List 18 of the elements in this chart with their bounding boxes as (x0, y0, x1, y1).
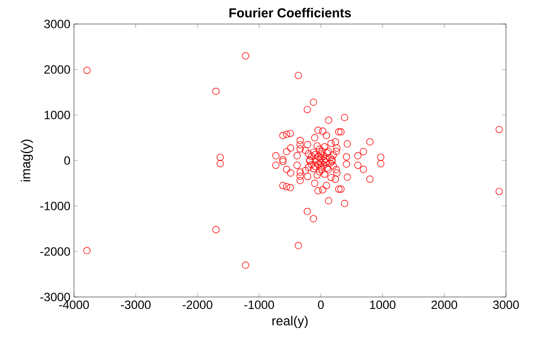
y-tick-label: -1000 (40, 202, 70, 210)
y-tick-label: -2000 (40, 247, 70, 256)
y-tick-label: 3000 (44, 20, 70, 28)
x-tick-label: -2000 (182, 300, 212, 310)
y-tick-label: 2000 (44, 65, 70, 74)
y-axis-title: imag(y) (20, 140, 33, 182)
y-tick-label: 1000 (44, 110, 70, 120)
x-axis-title: real(y) (272, 316, 308, 328)
chart-title: Fourier Coefficients (229, 8, 351, 18)
x-tick-label: -4000 (59, 300, 89, 310)
x-tick-label: 2000 (432, 300, 458, 310)
x-tick-label: -1000 (244, 300, 274, 310)
x-tick-label: 3000 (493, 300, 519, 310)
x-tick-label: -3000 (120, 300, 151, 310)
x-tick-label: 1000 (370, 300, 396, 310)
x-tick-label: 0 (318, 300, 324, 310)
y-tick-label: 0 (64, 156, 70, 165)
y-tick-label: -3000 (40, 292, 70, 302)
